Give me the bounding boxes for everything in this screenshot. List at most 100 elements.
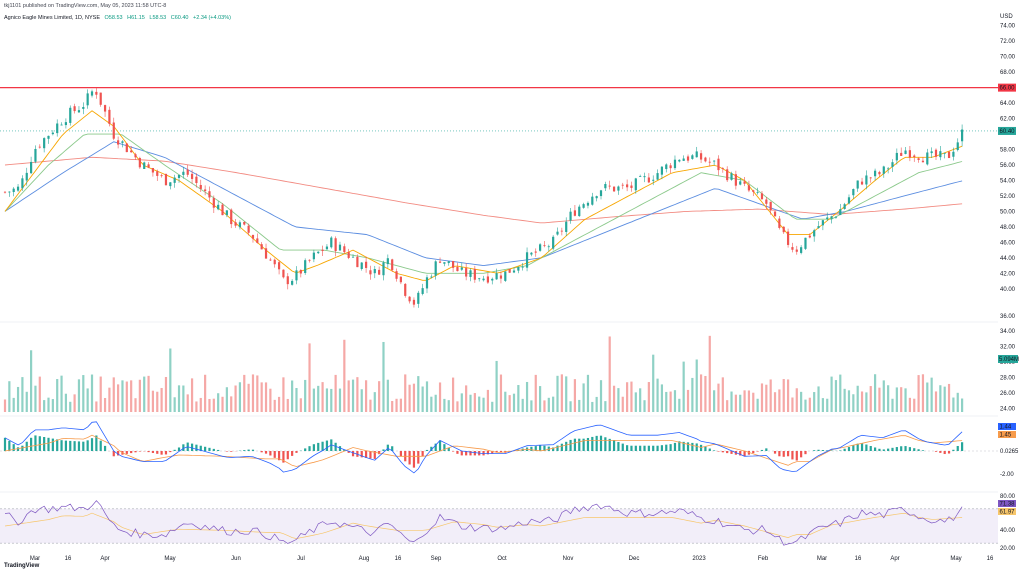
macd-hist-bar xyxy=(952,449,955,451)
volume-bar xyxy=(491,401,494,412)
volume-bar xyxy=(939,385,942,412)
price-tick-label: 44.00 xyxy=(1000,256,1016,262)
volume-bar xyxy=(926,382,929,412)
macd-hist-bar xyxy=(51,438,54,451)
volume-bar xyxy=(334,374,337,412)
volume-bar xyxy=(447,400,450,412)
volume-bar xyxy=(286,398,289,412)
volume-bar xyxy=(317,385,320,412)
volume-bar xyxy=(312,388,315,412)
volume-bar xyxy=(599,380,603,412)
volume-bar xyxy=(16,386,20,412)
volume-bar xyxy=(860,391,864,412)
candle-body xyxy=(691,155,694,159)
candle-body xyxy=(412,299,416,305)
publisher-line: tkj1101 published on TradingView.com, Ma… xyxy=(4,3,167,9)
candle-body xyxy=(334,238,337,252)
candle-body xyxy=(351,256,355,258)
macd-hist-bar xyxy=(591,436,594,451)
volume-bar xyxy=(221,396,224,412)
candle-body xyxy=(103,105,107,112)
volume-bar xyxy=(230,396,233,412)
macd-hist-bar xyxy=(408,451,411,465)
volume-bar xyxy=(478,396,481,412)
candle-body xyxy=(373,269,376,274)
volume-bar xyxy=(208,398,211,412)
volume-bar xyxy=(469,394,472,412)
candle-body xyxy=(595,196,598,199)
volume-bar xyxy=(612,385,616,412)
candle-body xyxy=(217,204,220,210)
volume-tick-label: 26.00 xyxy=(1000,391,1016,397)
volume-bar xyxy=(873,374,877,412)
volume-bar xyxy=(347,380,350,412)
candle-body xyxy=(882,166,885,174)
macd-hist-bar xyxy=(399,451,402,457)
candle-body xyxy=(369,270,372,275)
candle-body xyxy=(739,181,742,185)
candle-body xyxy=(734,174,737,186)
macd-hist-bar xyxy=(617,442,620,451)
brand-text: TradingView xyxy=(4,563,40,569)
candle-body xyxy=(251,234,255,239)
candle-body xyxy=(656,173,659,180)
candle-body xyxy=(273,259,276,265)
candle-body xyxy=(164,173,168,186)
macd-hist-bar xyxy=(469,451,472,456)
volume-bar xyxy=(404,374,407,412)
candle-body xyxy=(525,252,529,268)
macd-hist-bar xyxy=(386,444,389,451)
macd-hist-bar xyxy=(708,448,711,451)
macd-signal-line xyxy=(4,434,963,467)
volume-bar xyxy=(865,392,868,412)
macd-hist-bar xyxy=(621,443,624,451)
candle-body xyxy=(204,189,207,191)
volume-bar xyxy=(595,396,598,412)
candle-body xyxy=(960,129,964,142)
candle-body xyxy=(543,245,546,247)
macd-hist-bar xyxy=(312,444,315,451)
candle-body xyxy=(665,164,668,170)
x-tick-label: Apr xyxy=(100,556,109,562)
x-tick-label: 16 xyxy=(65,556,72,562)
macd-hist-bar xyxy=(282,451,285,463)
ma-200-line xyxy=(4,156,963,224)
candle-body xyxy=(839,209,842,216)
candle-body xyxy=(208,191,211,198)
candle-body xyxy=(939,151,942,158)
candle-body xyxy=(904,150,907,154)
candle-body xyxy=(404,283,407,296)
volume-bar xyxy=(960,398,964,412)
volume-bar xyxy=(778,389,781,412)
price-tick-label: 46.00 xyxy=(1000,240,1016,246)
volume-bar xyxy=(256,375,259,412)
candle-body xyxy=(395,271,398,279)
macd-hist-bar xyxy=(112,451,115,457)
macd-hist-bar xyxy=(291,451,294,456)
macd-hist-bar xyxy=(660,445,664,451)
candle-body xyxy=(478,278,481,280)
volume-bar xyxy=(90,374,94,412)
volume-bar xyxy=(773,392,777,412)
volume-bar xyxy=(73,394,76,412)
candle-body xyxy=(347,252,350,258)
volume-bar xyxy=(713,390,716,412)
macd-hist-bar xyxy=(582,438,585,451)
macd-hist-bar xyxy=(243,450,246,451)
macd-hist-bar xyxy=(230,451,233,452)
volume-bar xyxy=(460,393,463,412)
candle-body xyxy=(943,152,946,154)
volume-bar xyxy=(25,391,28,412)
candle-body xyxy=(238,222,242,228)
macd-hist-bar xyxy=(843,448,846,451)
volume-bar xyxy=(682,361,685,412)
candle-body xyxy=(539,244,542,251)
macd-hist-bar xyxy=(860,443,864,451)
macd-hist-bar xyxy=(286,451,289,460)
candle-body xyxy=(291,280,294,285)
candle-body xyxy=(8,191,11,193)
x-tick-label: Jul xyxy=(297,556,305,562)
candle-body xyxy=(269,259,272,261)
macd-hist-bar xyxy=(756,451,759,452)
